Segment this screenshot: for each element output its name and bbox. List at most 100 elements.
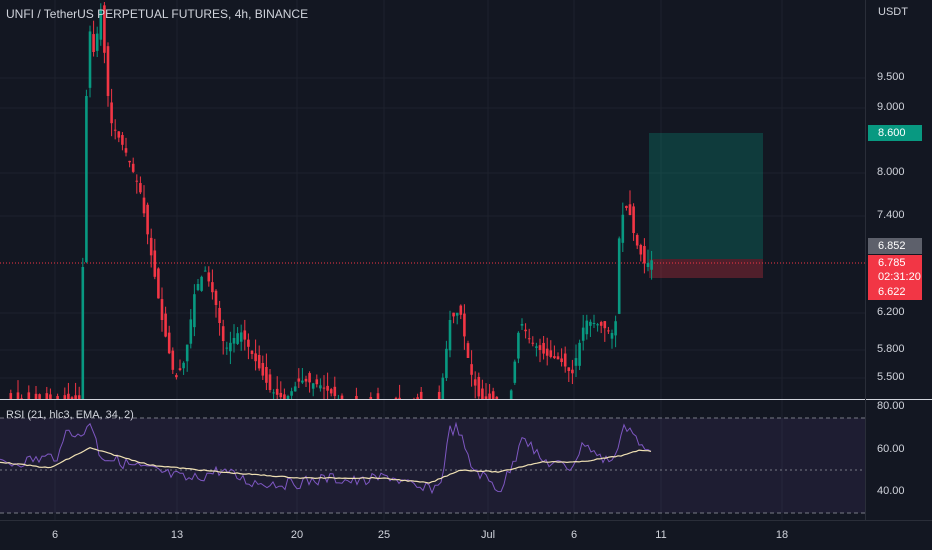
candle-body [297, 378, 301, 382]
candle-body [520, 324, 524, 326]
candle-body [38, 394, 41, 399]
candle-body [524, 329, 527, 332]
candle-body [124, 148, 128, 153]
candle-body [113, 129, 117, 131]
candle-body [398, 397, 401, 399]
candle-body [229, 342, 232, 352]
candle-body [106, 46, 110, 96]
candle-body [527, 338, 531, 340]
rsi-tick: 60.00 [877, 443, 905, 455]
candle-body [535, 346, 538, 348]
candle-body [85, 96, 88, 263]
candle-body [67, 393, 70, 399]
price-tick: 9.000 [877, 101, 905, 113]
candle-body [77, 395, 81, 399]
candle-body [632, 206, 635, 233]
rsi-moving-average[interactable] [0, 447, 652, 484]
candle-body [531, 342, 535, 344]
price-tick: 9.500 [877, 71, 905, 83]
take-profit-price-tag: 8.600 [868, 125, 922, 141]
candle-body [599, 322, 603, 326]
candle-body [614, 321, 617, 336]
candle-body [452, 312, 455, 317]
long-position-target-zone[interactable] [649, 133, 763, 259]
candle-body [646, 262, 650, 267]
candle-body [157, 268, 160, 299]
candle-body [603, 321, 607, 329]
candle-body [545, 348, 549, 356]
candle-body [463, 313, 466, 337]
candle-body [268, 374, 272, 390]
candle-body [581, 327, 585, 341]
current-price-value: 6.785 [878, 257, 906, 269]
candle-body [265, 366, 268, 383]
candle-body [196, 284, 200, 291]
candle-body [239, 332, 243, 342]
candle-body [628, 204, 632, 215]
candle-body [207, 272, 211, 282]
candle-body [319, 385, 322, 389]
candle-body [650, 260, 653, 270]
candle-body [95, 33, 99, 51]
candle-body [567, 367, 571, 371]
candle-body [27, 392, 31, 399]
rsi-tick: 80.00 [877, 400, 905, 412]
candle-body [225, 347, 229, 349]
candle-body [9, 393, 13, 399]
price-tick: 5.500 [877, 371, 905, 383]
candle-body [193, 294, 196, 328]
long-position-stop-zone[interactable] [649, 259, 763, 278]
candle-body [455, 312, 459, 316]
candle-body [272, 392, 275, 394]
candle-body [445, 348, 448, 378]
candle-body [178, 368, 182, 370]
candle-body [250, 350, 254, 354]
candle-body [509, 390, 513, 399]
candle-body [189, 319, 193, 344]
candle-body [326, 385, 329, 391]
candle-body [437, 391, 441, 399]
candle-body [416, 397, 419, 399]
candle-body [160, 299, 164, 320]
candle-body [275, 388, 279, 395]
candle-body [491, 391, 495, 399]
candle-body [481, 388, 484, 399]
time-tick: 20 [290, 529, 304, 541]
chart-title[interactable]: UNFI / TetherUS PERPETUAL FUTURES, 4h, B… [6, 7, 309, 21]
candle-body [311, 383, 315, 389]
candle-body [304, 378, 308, 382]
candlestick-series[interactable] [9, 2, 653, 400]
candle-body [315, 379, 319, 385]
candle-body [279, 392, 283, 398]
candle-body [20, 398, 23, 400]
candle-body [293, 386, 297, 392]
candle-body [81, 267, 85, 399]
rsi-indicator-label[interactable]: RSI (21, hlc3, EMA, 34, 2) [6, 409, 134, 421]
price-tick: 5.800 [877, 343, 905, 355]
candle-body [592, 323, 596, 324]
price-axis-unit: USDT [878, 6, 908, 18]
candle-body [301, 380, 304, 383]
rsi-tick: 40.00 [877, 485, 905, 497]
candle-body [574, 358, 578, 366]
candle-body [171, 350, 175, 370]
candle-body [459, 305, 463, 315]
candle-body [131, 163, 135, 172]
candle-body [139, 183, 142, 193]
candle-body [16, 392, 20, 399]
candle-body [247, 339, 250, 347]
candle-body [221, 326, 225, 341]
candle-body [329, 389, 333, 394]
previous-close-price-tag: 6.852 [868, 238, 922, 254]
candle-body [484, 396, 488, 399]
time-tick: Jul [480, 529, 496, 541]
candle-body [164, 313, 167, 337]
candle-body [185, 344, 189, 362]
candle-body [639, 245, 643, 255]
rsi-band-background [0, 418, 865, 513]
candle-body [290, 391, 293, 396]
candle-body [441, 377, 445, 399]
candle-body [70, 397, 74, 399]
price-tick: 7.400 [877, 209, 905, 221]
